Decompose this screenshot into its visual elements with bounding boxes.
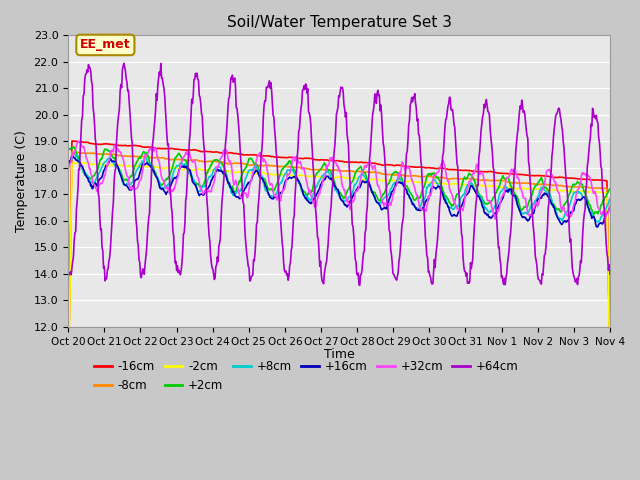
-8cm xyxy=(131,153,138,159)
+2cm xyxy=(131,164,138,170)
+32cm xyxy=(214,164,222,170)
+64cm xyxy=(406,102,414,108)
-8cm xyxy=(214,159,222,165)
+8cm xyxy=(594,219,602,225)
+32cm xyxy=(64,167,72,173)
-2cm xyxy=(606,371,614,376)
+16cm xyxy=(69,154,77,159)
+64cm xyxy=(74,187,82,192)
-2cm xyxy=(64,401,72,407)
-8cm xyxy=(422,173,429,179)
+32cm xyxy=(131,186,138,192)
+2cm xyxy=(70,144,77,150)
+2cm xyxy=(422,180,429,186)
+32cm xyxy=(606,203,614,208)
+2cm xyxy=(75,156,83,161)
+2cm xyxy=(214,157,222,163)
+16cm xyxy=(214,167,222,172)
+64cm xyxy=(64,272,72,278)
+16cm xyxy=(406,194,413,200)
+32cm xyxy=(74,139,82,144)
+8cm xyxy=(131,173,138,179)
+8cm xyxy=(214,164,222,169)
-2cm xyxy=(76,160,84,166)
-2cm xyxy=(422,180,429,185)
-2cm xyxy=(74,160,82,166)
-16cm xyxy=(406,164,413,169)
Legend: -16cm, -8cm, -2cm, +2cm, +8cm, +16cm, +32cm, +64cm: -16cm, -8cm, -2cm, +2cm, +8cm, +16cm, +3… xyxy=(90,355,524,396)
+16cm xyxy=(422,199,429,204)
+2cm xyxy=(186,168,193,174)
-16cm xyxy=(606,364,614,370)
+2cm xyxy=(606,186,614,192)
Line: -2cm: -2cm xyxy=(68,163,610,404)
-8cm xyxy=(406,173,413,179)
+64cm xyxy=(186,137,193,143)
-2cm xyxy=(214,168,222,173)
+8cm xyxy=(70,150,78,156)
Line: +8cm: +8cm xyxy=(68,153,610,222)
+8cm xyxy=(422,194,429,200)
+16cm xyxy=(64,163,72,168)
Line: +64cm: +64cm xyxy=(68,63,610,285)
+64cm xyxy=(131,189,138,195)
Text: EE_met: EE_met xyxy=(80,38,131,51)
-16cm xyxy=(75,139,83,144)
-8cm xyxy=(186,157,193,163)
X-axis label: Time: Time xyxy=(324,348,355,361)
-16cm xyxy=(214,149,222,155)
-8cm xyxy=(68,149,76,155)
+64cm xyxy=(606,271,614,277)
-8cm xyxy=(606,368,614,374)
+32cm xyxy=(492,216,499,222)
+32cm xyxy=(422,207,429,213)
+8cm xyxy=(186,170,193,176)
+64cm xyxy=(214,259,222,264)
+32cm xyxy=(406,166,413,171)
+16cm xyxy=(186,167,193,173)
+16cm xyxy=(606,204,614,210)
+2cm xyxy=(64,147,72,153)
Line: -16cm: -16cm xyxy=(68,141,610,393)
Line: -8cm: -8cm xyxy=(68,152,610,398)
+8cm xyxy=(606,196,614,202)
-2cm xyxy=(406,179,413,184)
+64cm xyxy=(120,60,128,66)
+32cm xyxy=(75,138,83,144)
-8cm xyxy=(75,150,83,156)
-2cm xyxy=(186,167,193,172)
-8cm xyxy=(64,396,72,401)
Line: +32cm: +32cm xyxy=(68,141,610,219)
+8cm xyxy=(406,195,413,201)
+64cm xyxy=(356,282,364,288)
-16cm xyxy=(186,147,193,153)
Y-axis label: Temperature (C): Temperature (C) xyxy=(15,130,28,232)
+8cm xyxy=(75,157,83,163)
-16cm xyxy=(69,138,77,144)
+16cm xyxy=(593,224,601,230)
+2cm xyxy=(406,189,413,194)
Title: Soil/Water Temperature Set 3: Soil/Water Temperature Set 3 xyxy=(227,15,452,30)
+16cm xyxy=(131,179,138,185)
+2cm xyxy=(590,211,598,217)
Line: +16cm: +16cm xyxy=(68,156,610,227)
+8cm xyxy=(64,160,72,166)
-2cm xyxy=(131,163,138,169)
+32cm xyxy=(186,149,193,155)
-16cm xyxy=(64,390,72,396)
-16cm xyxy=(422,165,429,171)
-16cm xyxy=(131,143,138,148)
+64cm xyxy=(422,241,430,247)
+16cm xyxy=(75,158,83,164)
Line: +2cm: +2cm xyxy=(68,147,610,214)
